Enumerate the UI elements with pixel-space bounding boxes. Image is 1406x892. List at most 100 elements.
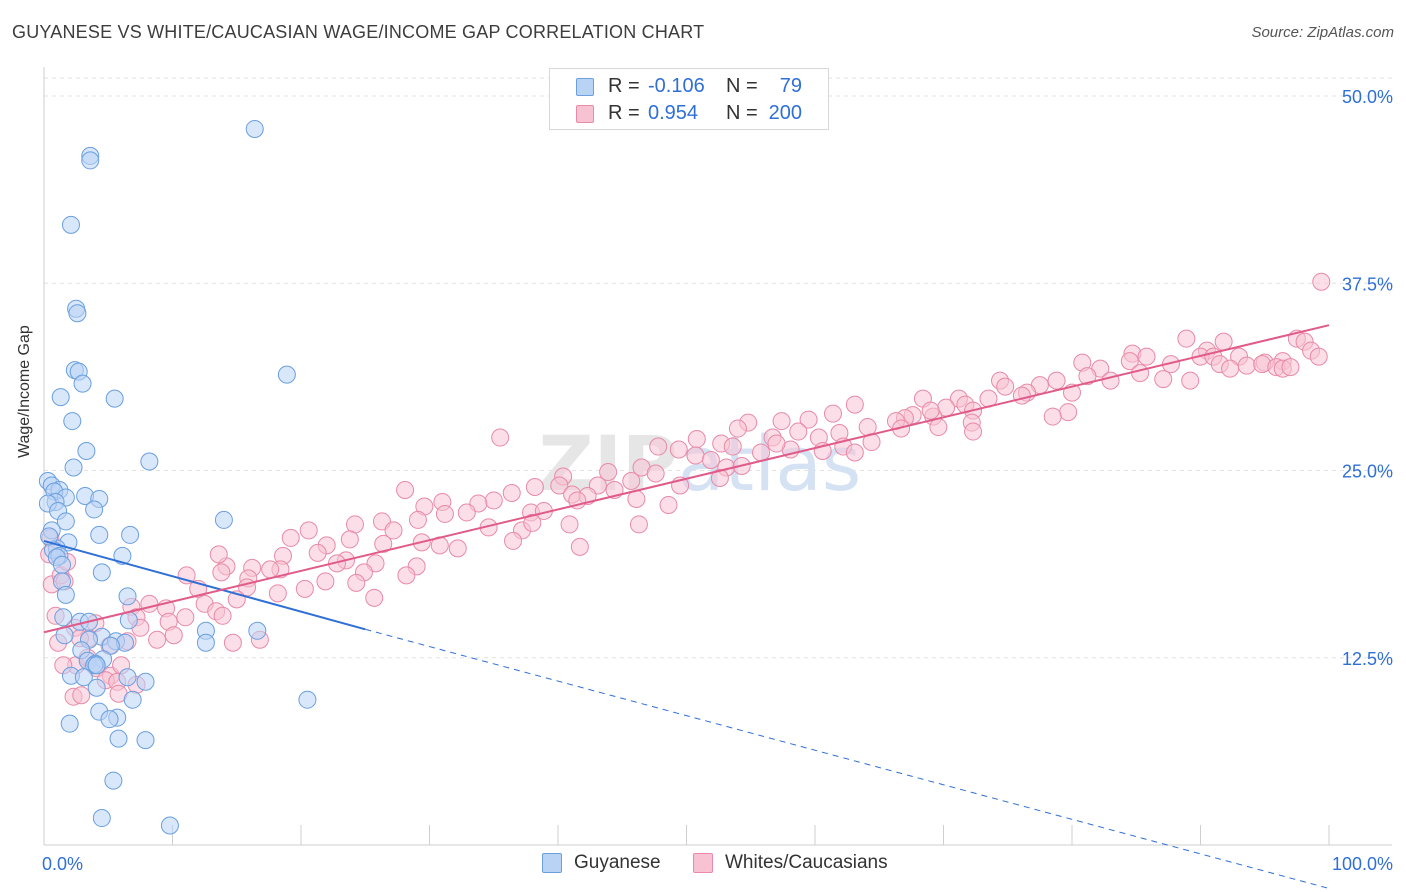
data-point — [347, 573, 366, 592]
data-point — [213, 606, 232, 625]
data-point — [52, 555, 71, 574]
data-point — [316, 572, 335, 591]
data-point — [550, 476, 569, 495]
data-point — [118, 668, 137, 687]
data-point — [101, 636, 120, 655]
legend-r-label: R = — [608, 102, 640, 124]
data-point — [1214, 332, 1233, 351]
data-point — [277, 365, 296, 384]
data-point — [1043, 407, 1062, 426]
legend-swatch-whites — [576, 105, 594, 123]
data-point — [823, 404, 842, 423]
data-point — [523, 513, 542, 532]
data-point — [1312, 272, 1331, 291]
data-point — [196, 633, 215, 652]
data-point — [63, 412, 82, 431]
data-point — [308, 543, 327, 562]
data-point — [374, 534, 393, 553]
data-point — [723, 437, 742, 456]
data-point — [789, 422, 808, 441]
data-point — [659, 495, 678, 514]
data-point — [136, 731, 155, 750]
data-point — [686, 446, 705, 465]
data-point — [73, 374, 92, 393]
data-point — [87, 678, 106, 697]
data-point — [51, 388, 70, 407]
data-point — [81, 151, 100, 170]
data-point — [448, 539, 467, 558]
trend-line-guyanese — [43, 539, 366, 631]
data-point — [649, 437, 668, 456]
data-point — [87, 656, 106, 675]
data-point — [1012, 386, 1031, 405]
data-point — [245, 119, 264, 138]
y-tick-label: 12.5% — [1342, 649, 1393, 669]
data-point — [104, 771, 123, 790]
tick-labels: 12.5% 25.0% 37.5% 50.0% 0.0% 100.0% — [42, 87, 1393, 874]
data-point — [223, 633, 242, 652]
data-point — [105, 389, 124, 408]
data-point — [484, 491, 503, 510]
data-point — [74, 668, 93, 687]
data-point — [1237, 356, 1256, 375]
bottom-legend-label: Whites/Caucasians — [725, 852, 888, 873]
data-point — [68, 304, 87, 323]
series-whites-caucasians — [40, 272, 1331, 706]
data-point — [209, 545, 228, 564]
data-point — [299, 521, 318, 540]
data-point — [599, 462, 618, 481]
data-point — [687, 430, 706, 449]
data-point — [701, 451, 720, 470]
data-point — [295, 579, 314, 598]
data-point — [261, 560, 280, 579]
trend-lines — [43, 324, 1330, 889]
data-point — [248, 621, 267, 640]
data-point — [90, 525, 109, 544]
data-point — [100, 710, 119, 729]
data-point — [72, 686, 91, 705]
data-point — [54, 608, 73, 627]
data-point — [1101, 371, 1120, 390]
legend-r-value: -0.106 — [648, 75, 705, 97]
data-point — [92, 809, 111, 828]
data-point — [1281, 358, 1300, 377]
data-point — [60, 714, 79, 733]
bottom-legend-swatch-whites — [693, 853, 713, 873]
data-point — [502, 483, 521, 502]
data-point — [1177, 329, 1196, 348]
data-point — [56, 512, 75, 531]
data-point — [298, 690, 317, 709]
data-point — [340, 530, 359, 549]
data-point — [457, 503, 476, 522]
data-point — [996, 377, 1015, 396]
data-point — [964, 422, 983, 441]
trend-line-guyanese-extrapolated — [365, 628, 1330, 889]
legend-n-label: N = — [726, 102, 758, 124]
data-point — [1154, 370, 1173, 389]
data-point — [845, 395, 864, 414]
data-point — [1059, 403, 1078, 422]
data-point — [396, 480, 415, 499]
chart-source: Source: ZipAtlas.com — [1251, 24, 1394, 41]
data-point — [365, 588, 384, 607]
data-point — [1047, 371, 1066, 390]
data-point — [397, 566, 416, 585]
data-point — [384, 521, 403, 540]
correlation-legend: R = -0.106 N = 79 R = 0.954 N = 200 — [549, 68, 829, 130]
legend-swatch-guyanese — [576, 78, 594, 96]
bottom-legend-swatch-guyanese — [542, 853, 562, 873]
data-point — [435, 504, 454, 523]
data-point — [504, 531, 523, 550]
data-point — [77, 442, 96, 461]
data-point — [214, 510, 233, 529]
data-point — [118, 587, 137, 606]
data-point — [710, 468, 729, 487]
data-point — [799, 410, 818, 429]
data-point — [845, 443, 864, 462]
data-point — [408, 510, 427, 529]
data-point — [164, 626, 183, 645]
data-point — [929, 418, 948, 437]
data-point — [728, 419, 747, 438]
data-point — [64, 458, 83, 477]
